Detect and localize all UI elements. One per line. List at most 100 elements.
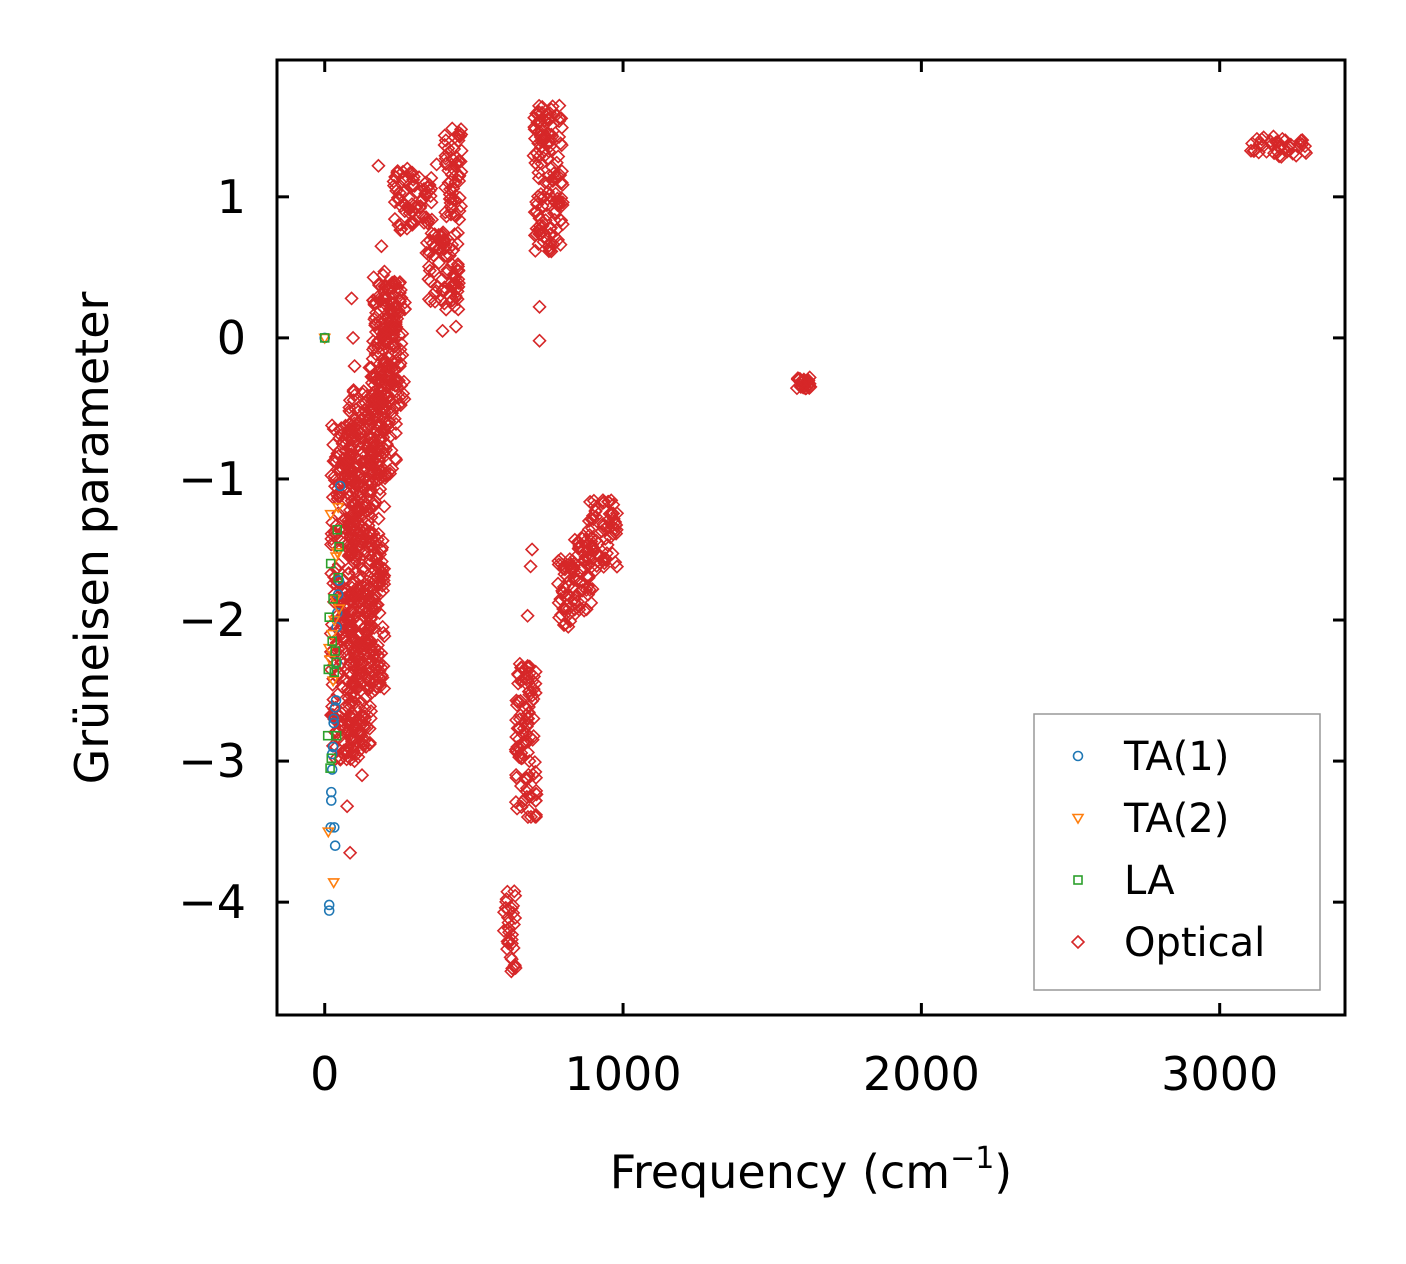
optical-point [345,694,360,710]
optical-point [377,264,392,279]
optical-point [440,262,455,277]
optical-point [446,192,461,207]
optical-point [608,555,623,570]
optical-point [528,764,543,780]
optical-point [371,511,386,526]
optical-point [344,531,360,546]
optical-point [450,236,465,252]
optical-point [345,629,360,644]
optical-point [341,561,356,576]
optical-point [360,457,375,472]
optical-point [607,521,622,536]
optical-point [1266,145,1282,161]
optical-point [512,750,527,765]
optical-point [554,164,570,179]
optical-point [551,129,567,145]
optical-point [531,98,547,113]
optical-point [1270,144,1285,160]
optical-point [526,681,541,697]
optical-point [339,799,355,814]
optical-point [422,263,437,278]
optical-point [531,171,547,186]
legend-marker-ta-1- [1072,750,1084,762]
optical-point [397,184,412,199]
optical-point [1297,139,1313,154]
optical-point [450,257,465,272]
y-tick-label: −1 [178,452,246,506]
optical-point [531,124,547,139]
optical-point [530,189,546,204]
legend-label: Optical [1124,920,1265,966]
optical-point [345,643,361,658]
optical-point [451,154,466,169]
optical-point [342,547,357,562]
optical-point [551,114,567,129]
la-point [327,636,337,646]
optical-point [423,188,438,204]
optical-point [1295,137,1310,152]
optical-point [592,547,607,563]
optical-point [547,195,563,210]
optical-point [377,400,392,416]
optical-point [566,580,581,595]
optical-point [528,770,544,785]
la-point [325,558,336,569]
optical-point [409,200,424,215]
optical-point [343,405,358,420]
la-point [329,667,340,678]
ta-1--point [328,717,339,729]
optical-point [513,674,529,689]
optical-point [588,563,603,578]
optical-point [600,537,615,553]
optical-point [448,319,464,334]
optical-point [596,516,611,532]
optical-point [604,506,619,521]
optical-point [543,221,558,236]
optical-point [392,276,407,291]
optical-point [435,323,450,338]
optical-point [500,934,515,949]
optical-point [394,378,409,393]
optical-point [325,677,340,692]
optical-point [345,422,360,437]
optical-point [387,211,403,227]
optical-point [534,156,549,171]
optical-point [551,595,566,611]
optical-point [531,149,547,164]
optical-point [355,715,371,730]
legend-marker-la [1073,875,1083,885]
optical-point [373,360,388,376]
optical-point [522,753,537,769]
optical-point [397,391,412,407]
optical-point [454,127,469,142]
optical-point [378,385,393,401]
optical-point [439,265,454,281]
legend-label: TA(2) [1123,796,1229,842]
optical-point [424,226,439,241]
optical-point [369,418,384,433]
optical-point [530,158,545,173]
optical-point [529,204,544,219]
optical-point [388,374,403,389]
optical-point [553,237,568,252]
optical-point [341,622,357,637]
optical-point [448,290,464,305]
optical-point [345,486,360,501]
optical-point [531,165,546,180]
optical-point [374,239,389,254]
x-axis-title: Frequency (cm−1) [610,1141,1013,1199]
optical-point [453,122,469,137]
legend-label: LA [1124,858,1175,904]
optical-point [431,255,446,270]
optical-point [510,745,525,761]
optical-point [377,463,392,478]
optical-point [1276,141,1292,156]
optical-point [354,500,369,515]
optical-point [365,538,380,553]
la-point [322,730,333,741]
optical-point [375,342,391,357]
optical-point [553,213,568,228]
optical-point [520,809,536,825]
optical-point [522,659,537,674]
optical-point [394,222,409,237]
